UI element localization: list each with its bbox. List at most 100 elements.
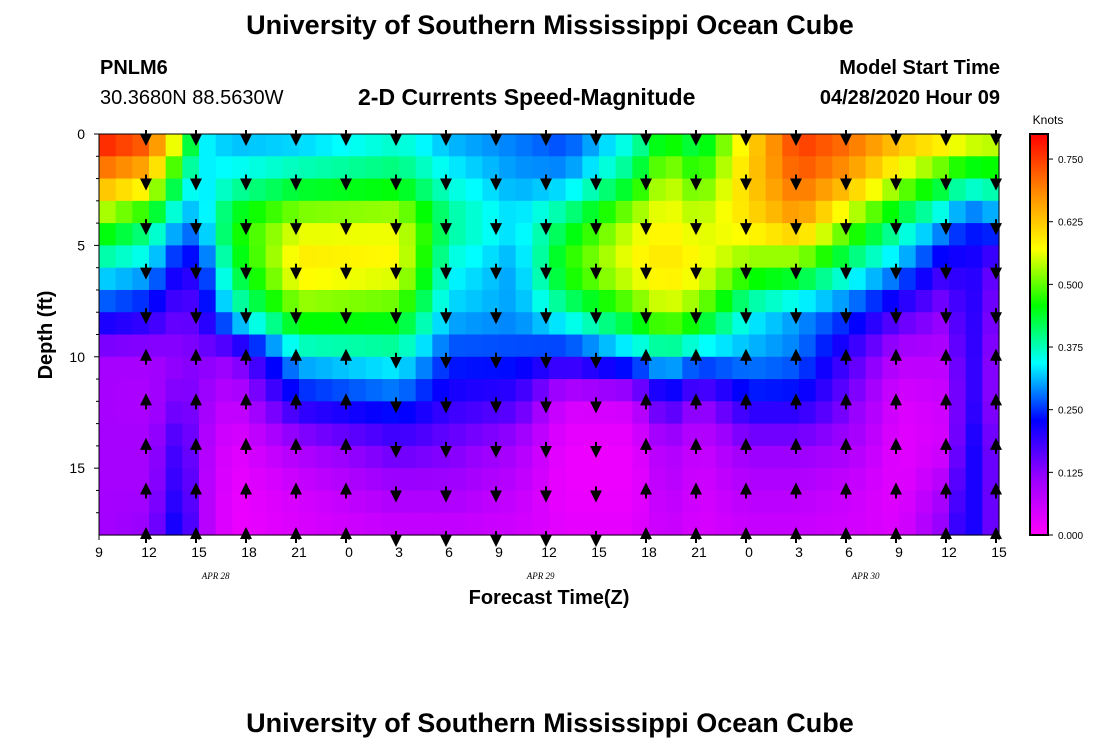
heatmap-cell	[182, 312, 200, 336]
heatmap-cell	[815, 356, 833, 380]
heatmap-cell	[365, 445, 383, 469]
heatmap-cell	[182, 445, 200, 469]
heatmap-cell	[599, 178, 617, 202]
heatmap-cell	[365, 178, 383, 202]
heatmap-cell	[199, 334, 217, 358]
heatmap-cell	[132, 134, 150, 157]
x-tick-label: 21	[291, 544, 307, 560]
heatmap-cell	[149, 468, 167, 492]
heatmap-cell	[899, 445, 917, 469]
heatmap-cell	[815, 289, 833, 313]
heatmap-cell	[582, 223, 600, 246]
heatmap-cell	[382, 267, 400, 291]
x-tick-label: 6	[845, 544, 853, 560]
heatmap-cell	[982, 289, 1000, 313]
heatmap-cell	[182, 512, 200, 536]
heatmap-cell	[732, 156, 750, 180]
heatmap-cell	[965, 178, 983, 202]
heatmap-cell	[249, 245, 267, 269]
heatmap-cell	[315, 334, 333, 358]
heatmap-cell	[899, 356, 917, 380]
heatmap-cell	[299, 267, 317, 291]
heatmap-cell	[782, 490, 800, 514]
heatmap-cell	[165, 267, 183, 291]
heatmap-cell	[365, 379, 383, 402]
heatmap-cell	[715, 468, 733, 492]
heatmap-cell	[682, 356, 700, 380]
heatmap-cell	[482, 156, 500, 180]
heatmap-cell	[315, 379, 333, 402]
heatmap-cell	[215, 334, 233, 358]
heatmap-cell	[615, 401, 633, 425]
heatmap-cell	[665, 267, 683, 291]
heatmap-cell	[199, 512, 217, 536]
heatmap-cell	[565, 445, 583, 469]
heatmap-cell	[399, 445, 417, 469]
heatmap-cell	[915, 312, 933, 336]
heatmap-cell	[282, 401, 300, 425]
heatmap-cell	[632, 245, 650, 269]
heatmap-cell	[449, 401, 467, 425]
heatmap-cell	[149, 512, 167, 536]
heatmap-cell	[399, 312, 417, 336]
heatmap-cell	[732, 267, 750, 291]
heatmap-cell	[965, 156, 983, 180]
heatmap-cell	[815, 445, 833, 469]
heatmap-cell	[765, 134, 783, 157]
heatmap-cell	[782, 512, 800, 536]
heatmap-cell	[99, 356, 117, 380]
heatmap-cell	[882, 223, 900, 246]
heatmap-cell	[932, 245, 950, 269]
heatmap-cell	[549, 334, 567, 358]
heatmap-cell	[799, 289, 817, 313]
heatmap-cell	[932, 156, 950, 180]
heatmap-cell	[249, 401, 267, 425]
heatmap-cell	[499, 156, 517, 180]
heatmap-cell	[882, 156, 900, 180]
heatmap-cell	[349, 134, 367, 157]
heatmap-cell	[165, 490, 183, 514]
heatmap-cell	[649, 312, 667, 336]
heatmap-cell	[482, 401, 500, 425]
heatmap-cell	[749, 312, 767, 336]
heatmap-cell	[665, 178, 683, 202]
heatmap-cell	[832, 401, 850, 425]
main-title: University of Southern Mississippi Ocean…	[246, 10, 854, 40]
heatmap-cell	[849, 490, 867, 514]
heatmap-cell	[749, 356, 767, 380]
footer-title: University of Southern Mississippi Ocean…	[246, 708, 854, 738]
heatmap-cell	[832, 223, 850, 246]
heatmap-cell	[232, 356, 250, 380]
heatmap-cell	[465, 289, 483, 313]
heatmap-cell	[365, 312, 383, 336]
heatmap-cell	[282, 379, 300, 402]
heatmap-cell	[249, 356, 267, 380]
heatmap-cell	[699, 223, 717, 246]
heatmap-cell	[982, 245, 1000, 269]
heatmap-cell	[849, 156, 867, 180]
heatmap-cell	[482, 223, 500, 246]
heatmap-cell	[565, 356, 583, 380]
x-tick-label: 9	[895, 544, 903, 560]
heatmap-cell	[882, 178, 900, 202]
heatmap-cell	[315, 490, 333, 514]
heatmap-cell	[549, 156, 567, 180]
heatmap-cell	[932, 445, 950, 469]
heatmap-cell	[882, 245, 900, 269]
heatmap-cell	[265, 134, 283, 157]
heatmap-cell	[849, 334, 867, 358]
heatmap-cell	[415, 289, 433, 313]
heatmap-cell	[882, 445, 900, 469]
heatmap-cell	[249, 178, 267, 202]
heatmap-cell	[165, 334, 183, 358]
heatmap-cell	[432, 156, 450, 180]
heatmap-cell	[399, 267, 417, 291]
heatmap-cell	[465, 356, 483, 380]
colorbar-tick-label: 0.375	[1058, 343, 1083, 354]
heatmap-cell	[649, 245, 667, 269]
heatmap-cell	[465, 468, 483, 492]
heatmap-cell	[749, 134, 767, 157]
heatmap-cell	[665, 401, 683, 425]
heatmap-cell	[515, 379, 533, 402]
heatmap-cell	[115, 401, 133, 425]
